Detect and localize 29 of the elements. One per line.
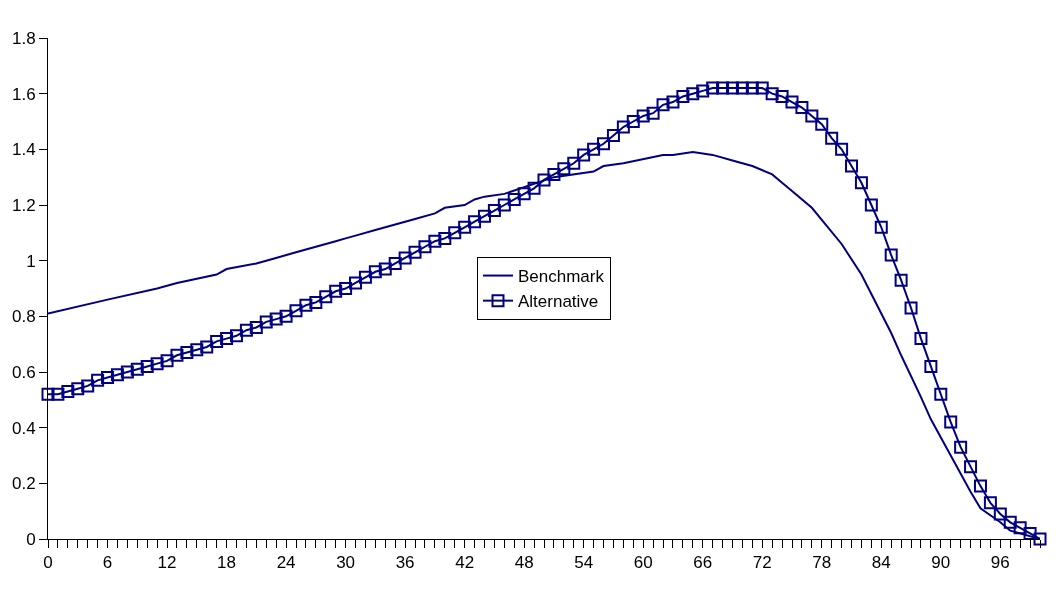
- x-tick-label: 90: [931, 553, 951, 573]
- y-tick-label: 1.2: [11, 195, 36, 215]
- x-tick-label: 78: [812, 553, 832, 573]
- x-tick-label: 30: [336, 553, 356, 573]
- y-tick-label: 1.8: [11, 28, 36, 48]
- y-tick-label: 1.4: [11, 140, 36, 160]
- y-tick-label: 1: [26, 251, 36, 271]
- y-tick-label: 1.6: [11, 84, 36, 104]
- x-tick-label: 0: [43, 553, 53, 573]
- x-tick-label: 66: [693, 553, 713, 573]
- legend-label: Alternative: [518, 292, 599, 312]
- y-tick-label: 0.4: [11, 418, 36, 438]
- legend-label: Benchmark: [518, 267, 605, 287]
- x-tick-label: 36: [395, 553, 415, 573]
- x-tick-label: 96: [990, 553, 1010, 573]
- x-tick-label: 72: [752, 553, 772, 573]
- y-tick-label: 0.2: [11, 474, 36, 494]
- y-tick-label: 0.8: [11, 307, 36, 327]
- x-tick-label: 42: [455, 553, 475, 573]
- x-tick-label: 12: [157, 553, 177, 573]
- x-tick-label: 60: [633, 553, 653, 573]
- x-tick-label: 18: [217, 553, 237, 573]
- y-tick-label: 0.6: [11, 362, 36, 382]
- y-tick-label: 0: [26, 529, 36, 549]
- x-tick-label: 54: [574, 553, 594, 573]
- x-tick-label: 84: [871, 553, 891, 573]
- x-tick-label: 6: [102, 553, 113, 573]
- x-tick-label: 24: [276, 553, 296, 573]
- x-tick-label: 48: [514, 553, 534, 573]
